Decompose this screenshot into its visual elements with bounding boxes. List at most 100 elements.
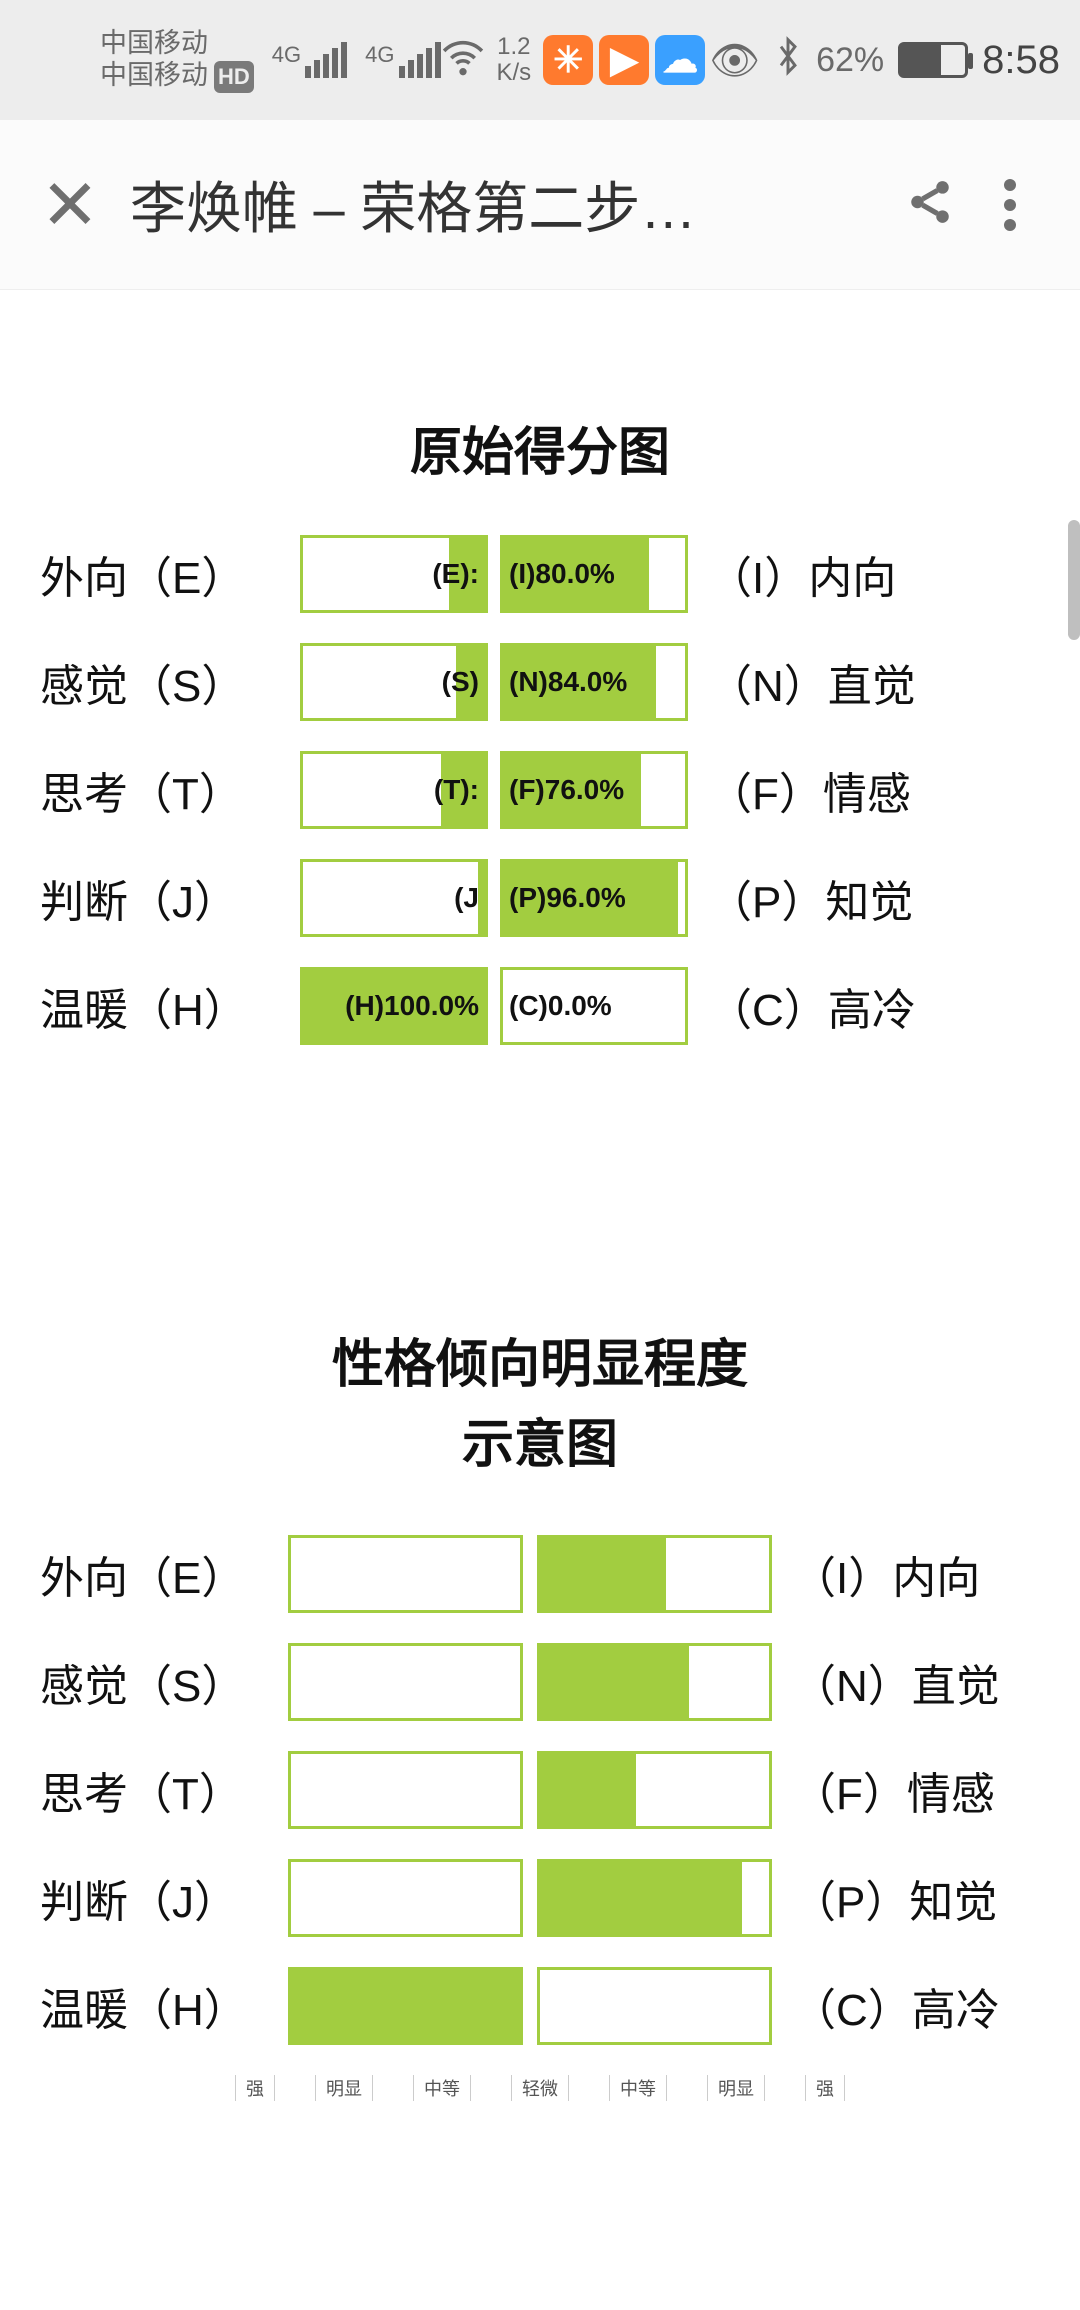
chart2-axis: 强明显中等轻微中等明显强 <box>40 2075 1040 2101</box>
chart1-row: 感觉（S） (S) (N)84.0% （N）直觉 <box>40 643 1040 721</box>
pair-box: (J (P)96.0% <box>300 859 688 937</box>
wifi-icon <box>441 35 485 86</box>
chart1-row: 判断（J） (J (P)96.0% （P）知觉 <box>40 859 1040 937</box>
left-label: 外向（E） <box>40 542 300 606</box>
pair-wide <box>288 1859 772 1937</box>
chart2-row: 温暖（H） （C）高冷 <box>40 1967 1040 2045</box>
left-label: 感觉（S） <box>40 1650 288 1714</box>
close-button[interactable]: ✕ <box>30 164 110 246</box>
pair-wide <box>288 1967 772 2045</box>
notification-app-icon: ✳ <box>543 35 593 85</box>
right-bar-label: (I)80.0% <box>509 538 615 610</box>
right-bar-label: (N)84.0% <box>509 646 627 718</box>
axis-tick: 中等 <box>413 2075 471 2101</box>
right-label: （F）情感 <box>688 758 968 822</box>
right-label: （C）高冷 <box>772 1974 1040 2038</box>
chart2-row: 外向（E） （I）内向 <box>40 1535 1040 1613</box>
left-bar <box>288 1859 523 1937</box>
chart2-row: 判断（J） （P）知觉 <box>40 1859 1040 1937</box>
left-bar-label: (J <box>454 862 479 934</box>
pair-box: (H)100.0% (C)0.0% <box>300 967 688 1045</box>
right-bar <box>537 1643 772 1721</box>
clock: 8:58 <box>982 38 1060 83</box>
chart2-title: 性格倾向明显程度 示意图 <box>40 1325 1040 1485</box>
right-bar: (N)84.0% <box>500 643 688 721</box>
chart1-row: 温暖（H） (H)100.0% (C)0.0% （C）高冷 <box>40 967 1040 1045</box>
right-bar <box>537 1535 772 1613</box>
axis-tick: 明显 <box>315 2075 373 2101</box>
left-bar <box>288 1643 523 1721</box>
content: 原始得分图 外向（E）(E):(I)80.0%（I）内向感觉（S）(S)(N)8… <box>0 410 1080 2310</box>
left-bar-label: (H)100.0% <box>345 970 479 1042</box>
right-bar-label: (P)96.0% <box>509 862 626 934</box>
axis-tick: 明显 <box>707 2075 765 2101</box>
share-button[interactable] <box>890 177 970 232</box>
signal-bars-icon <box>399 42 441 78</box>
left-label: 判断（J） <box>40 1866 288 1930</box>
page-title: 李焕帷 – 荣格第二步… <box>130 164 890 245</box>
right-bar-label: (F)76.0% <box>509 754 624 826</box>
right-label: （N）直觉 <box>772 1650 1040 1714</box>
left-bar <box>288 1967 523 2045</box>
right-bar: (F)76.0% <box>500 751 688 829</box>
left-bar: (J <box>300 859 488 937</box>
status-right: 👁 62% 8:58 <box>709 36 1060 85</box>
left-bar-label: (T): <box>434 754 479 826</box>
bluetooth-icon <box>774 36 802 85</box>
left-label: 思考（T） <box>40 1758 288 1822</box>
left-bar: (T): <box>300 751 488 829</box>
left-label: 思考（T） <box>40 758 300 822</box>
right-label: （I）内向 <box>772 1542 1040 1606</box>
pair-wide <box>288 1643 772 1721</box>
battery-pct: 62% <box>816 41 884 80</box>
left-bar <box>288 1751 523 1829</box>
notification-app-icons: ✳▶☁ <box>543 35 705 85</box>
chart1-title: 原始得分图 <box>40 410 1040 485</box>
title-bar: ✕ 李焕帷 – 荣格第二步… <box>0 120 1080 290</box>
right-bar <box>537 1967 772 2045</box>
share-icon <box>905 177 955 227</box>
right-bar <box>537 1859 772 1937</box>
right-label: （C）高冷 <box>688 974 968 1038</box>
right-bar <box>537 1751 772 1829</box>
pair-box: (S) (N)84.0% <box>300 643 688 721</box>
notification-app-icon: ▶ <box>599 35 649 85</box>
pair-box: (E):(I)80.0% <box>300 535 688 613</box>
more-icon <box>970 179 1050 231</box>
left-label: 外向（E） <box>40 1542 288 1606</box>
scrollbar[interactable] <box>1068 520 1080 640</box>
left-bar <box>288 1535 523 1613</box>
signal-2: 4G <box>365 42 440 78</box>
pair-wide <box>288 1535 772 1613</box>
right-bar: (P)96.0% <box>500 859 688 937</box>
hd-badge: HD <box>214 61 254 93</box>
battery-icon <box>898 42 968 78</box>
left-label: 感觉（S） <box>40 650 300 714</box>
chart2-row: 感觉（S） （N）直觉 <box>40 1643 1040 1721</box>
net-speed: 1.2 K/s <box>497 34 532 86</box>
chart2-row: 思考（T） （F）情感 <box>40 1751 1040 1829</box>
signal-1: 4G <box>272 42 347 78</box>
axis-tick: 强 <box>235 2075 275 2101</box>
chart1-row: 思考（T） (T): (F)76.0% （F）情感 <box>40 751 1040 829</box>
right-label: （P）知觉 <box>772 1866 1040 1930</box>
right-bar: (I)80.0% <box>500 535 688 613</box>
carrier-1: 中国移动 <box>100 27 254 59</box>
right-label: （N）直觉 <box>688 650 968 714</box>
notification-app-icon: ☁ <box>655 35 705 85</box>
right-label: （P）知觉 <box>688 866 968 930</box>
chart2: 外向（E） （I）内向感觉（S） （N）直觉思考（T） （F）情感判断（J） （P）知觉… <box>40 1535 1040 2045</box>
signal-bars-icon <box>305 42 347 78</box>
eye-icon: 👁 <box>709 37 760 84</box>
left-label: 温暖（H） <box>40 1974 288 2038</box>
left-label: 温暖（H） <box>40 974 300 1038</box>
right-label: （I）内向 <box>688 542 968 606</box>
carrier-labels: 中国移动 中国移动HD <box>100 27 254 93</box>
left-bar: (S) <box>300 643 488 721</box>
left-bar-label: (S) <box>442 646 479 718</box>
right-bar-label: (C)0.0% <box>509 970 612 1042</box>
more-button[interactable] <box>970 179 1050 231</box>
right-label: （F）情感 <box>772 1758 1040 1822</box>
left-label: 判断（J） <box>40 866 300 930</box>
right-bar: (C)0.0% <box>500 967 688 1045</box>
